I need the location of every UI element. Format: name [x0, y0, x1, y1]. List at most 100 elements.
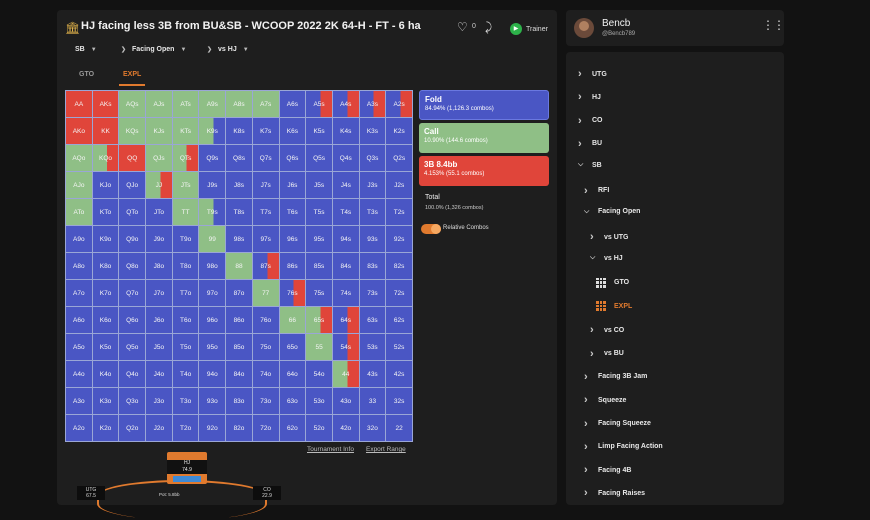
- hand-cell[interactable]: K5o: [92, 334, 119, 360]
- hand-cell[interactable]: K3s: [359, 118, 386, 144]
- hand-cell[interactable]: A4o: [66, 361, 92, 387]
- hand-cell[interactable]: JTs: [172, 172, 199, 198]
- hand-cell[interactable]: 77: [252, 280, 279, 306]
- hand-cell[interactable]: A9s: [199, 91, 226, 117]
- hand-cell[interactable]: KTs: [172, 118, 199, 144]
- hand-cell[interactable]: KQo: [92, 145, 119, 171]
- hand-cell[interactable]: Q7o: [119, 280, 146, 306]
- hand-cell[interactable]: T6s: [279, 199, 306, 225]
- share-icon[interactable]: ⤸: [485, 20, 493, 34]
- tree-item-facing-4b[interactable]: › Facing 4B: [584, 464, 631, 476]
- hand-cell[interactable]: J2s: [386, 172, 412, 198]
- hand-cell[interactable]: 43s: [359, 361, 386, 387]
- tree-item-sb[interactable]: ⌵ SB: [578, 161, 602, 169]
- hand-cell[interactable]: 63s: [359, 307, 386, 333]
- hand-cell[interactable]: A9o: [66, 226, 92, 252]
- hand-cell[interactable]: 84o: [226, 361, 252, 387]
- hand-cell[interactable]: J5o: [146, 334, 172, 360]
- tree-item-facing-raises[interactable]: › Facing Raises: [584, 487, 645, 499]
- hand-cell[interactable]: Q4o: [119, 361, 146, 387]
- hand-cell[interactable]: T2o: [172, 415, 199, 441]
- hand-cell[interactable]: Q7s: [252, 145, 279, 171]
- hand-cell[interactable]: 55: [306, 334, 332, 360]
- legend-call[interactable]: Call 10.90% (144.6 combos): [419, 123, 549, 153]
- hand-cell[interactable]: 74s: [332, 280, 359, 306]
- hand-cell[interactable]: J4s: [332, 172, 359, 198]
- hand-cell[interactable]: 42s: [386, 361, 412, 387]
- hand-cell[interactable]: 84s: [332, 253, 359, 279]
- tournament-info-link[interactable]: Tournament Info: [307, 446, 354, 453]
- hand-cell[interactable]: Q8s: [226, 145, 252, 171]
- hand-cell[interactable]: 99: [199, 226, 226, 252]
- hand-cell[interactable]: 87s: [252, 253, 279, 279]
- hand-cell[interactable]: K2s: [386, 118, 412, 144]
- hand-cell[interactable]: 94s: [332, 226, 359, 252]
- hand-cell[interactable]: K8s: [226, 118, 252, 144]
- hand-cell[interactable]: 86o: [226, 307, 252, 333]
- legend-raise[interactable]: 3B 8.4bb 4.153% (55.1 combos): [419, 156, 549, 186]
- hand-cell[interactable]: A5o: [66, 334, 92, 360]
- hand-cell[interactable]: Q3o: [119, 388, 146, 414]
- hand-cell[interactable]: 43o: [332, 388, 359, 414]
- hand-cell[interactable]: 32o: [359, 415, 386, 441]
- hand-cell[interactable]: K4s: [332, 118, 359, 144]
- hand-cell[interactable]: AQs: [119, 91, 146, 117]
- breadcrumb-sb[interactable]: SB ▼: [75, 46, 97, 53]
- hand-cell[interactable]: 22: [386, 415, 412, 441]
- hand-cell[interactable]: A4s: [332, 91, 359, 117]
- hand-cell[interactable]: 82o: [226, 415, 252, 441]
- hand-cell[interactable]: KTo: [92, 199, 119, 225]
- export-range-link[interactable]: Export Range: [365, 446, 406, 453]
- hand-cell[interactable]: A5s: [306, 91, 332, 117]
- tree-item-hj[interactable]: › HJ: [578, 91, 601, 103]
- hand-cell[interactable]: QJs: [146, 145, 172, 171]
- hand-cell[interactable]: J3o: [146, 388, 172, 414]
- hand-cell[interactable]: ATs: [172, 91, 199, 117]
- hand-cell[interactable]: KJo: [92, 172, 119, 198]
- hand-cell[interactable]: A2s: [386, 91, 412, 117]
- hand-cell[interactable]: 82s: [386, 253, 412, 279]
- hand-cell[interactable]: A2o: [66, 415, 92, 441]
- tree-item-gto[interactable]: GTO: [596, 277, 629, 288]
- hand-cell[interactable]: K9s: [199, 118, 226, 144]
- hand-cell[interactable]: J7o: [146, 280, 172, 306]
- hand-cell[interactable]: 54s: [332, 334, 359, 360]
- hand-cell[interactable]: 75s: [306, 280, 332, 306]
- hand-cell[interactable]: 92s: [386, 226, 412, 252]
- hand-cell[interactable]: 93o: [199, 388, 226, 414]
- hand-cell[interactable]: J3s: [359, 172, 386, 198]
- hand-cell[interactable]: 54o: [306, 361, 332, 387]
- hand-cell[interactable]: T3s: [359, 199, 386, 225]
- hand-cell[interactable]: Q6s: [279, 145, 306, 171]
- hand-cell[interactable]: QTs: [172, 145, 199, 171]
- hand-cell[interactable]: 96o: [199, 307, 226, 333]
- hand-cell[interactable]: 83s: [359, 253, 386, 279]
- tab-expl[interactable]: EXPL: [123, 71, 142, 78]
- tree-item-vs-utg[interactable]: › vs UTG: [590, 231, 629, 243]
- hand-cell[interactable]: Q5o: [119, 334, 146, 360]
- hand-cell[interactable]: KK: [92, 118, 119, 144]
- hand-cell[interactable]: QJo: [119, 172, 146, 198]
- hand-cell[interactable]: QTo: [119, 199, 146, 225]
- tree-item-squeeze[interactable]: › Squeeze: [584, 394, 626, 406]
- tree-item-bu[interactable]: › BU: [578, 138, 602, 150]
- seat-hj[interactable]: HJ 74.9: [167, 452, 207, 484]
- hand-cell[interactable]: T5o: [172, 334, 199, 360]
- hand-cell[interactable]: 73o: [252, 388, 279, 414]
- relative-combos-toggle[interactable]: [421, 224, 441, 234]
- hand-cell[interactable]: Q2s: [386, 145, 412, 171]
- hand-cell[interactable]: A7o: [66, 280, 92, 306]
- hand-cell[interactable]: J8s: [226, 172, 252, 198]
- heart-icon[interactable]: ♡: [457, 20, 468, 34]
- hand-cell[interactable]: 93s: [359, 226, 386, 252]
- hand-cell[interactable]: J6s: [279, 172, 306, 198]
- hand-cell[interactable]: T4o: [172, 361, 199, 387]
- hand-cell[interactable]: 64o: [279, 361, 306, 387]
- tree-item-vs-bu[interactable]: › vs BU: [590, 348, 624, 360]
- hand-cell[interactable]: 98o: [199, 253, 226, 279]
- tree-item-expl[interactable]: EXPL: [596, 301, 632, 311]
- hand-cell[interactable]: 87o: [226, 280, 252, 306]
- hand-cell[interactable]: TT: [172, 199, 199, 225]
- hand-cell[interactable]: 88: [226, 253, 252, 279]
- hand-cell[interactable]: J5s: [306, 172, 332, 198]
